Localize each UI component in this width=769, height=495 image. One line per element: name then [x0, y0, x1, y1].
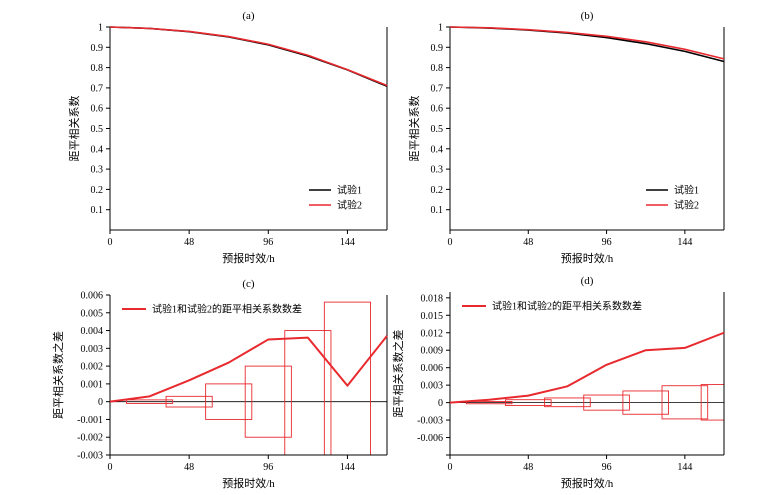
panel-d-y-tick-label: 0.006 — [421, 363, 444, 374]
panel-b-y-tick-label: 0.6 — [431, 104, 444, 115]
panel-b-legend-label: 试验2 — [674, 199, 699, 212]
panel-d-range-box — [544, 397, 591, 408]
panel-b-y-tick-label: 0.3 — [431, 165, 444, 176]
panel-a: (a) 0 48 96 144 0.1 0.2 0.3 0.4 0.5 0.6 0.7 0.8 0.9 1 预… — [67, 10, 388, 265]
panel-c-y-tick-label: -0.003 — [77, 451, 103, 462]
panel-d-y-tick-label: -0.003 — [417, 416, 443, 427]
panel-d: (d) 0 48 96 144 -0.006 -0.003 0 0.003 0.006 0.009 0… — [391, 275, 725, 490]
panel-b-series-line-1 — [449, 26, 725, 63]
panel-c-x-tick-label: 48 — [184, 462, 194, 473]
panel-d-x-tick-label: 144 — [677, 462, 692, 473]
panel-a-y-tick-label: 0.1 — [91, 205, 104, 216]
panel-b-y-tick-label: 1 — [438, 23, 443, 34]
panel-c-y-tick-label: 0.004 — [81, 326, 104, 337]
panel-c-y-tick-label: 0.005 — [81, 308, 104, 319]
panel-b-y-tick-label: 0.8 — [431, 63, 444, 74]
panel-c-x-axis-label: 预报时效/h — [222, 476, 275, 490]
panel-c-range-box — [244, 365, 292, 438]
panel-d-y-tick-label: 0.018 — [421, 293, 444, 304]
panel-d-range-box — [505, 399, 552, 406]
panel-b-x-tick-label: 0 — [448, 237, 453, 248]
panel-a-series-line-2 — [109, 26, 388, 87]
panel-a-y-tick-label: 0.6 — [91, 104, 104, 115]
panel-d-y-tick-label: 0 — [438, 398, 443, 409]
panel-c-y-tick-label: -0.002 — [77, 433, 103, 444]
panel-c-y-tick-label: -0.001 — [77, 415, 103, 426]
panel-b-series-line-2 — [449, 26, 725, 60]
panel-a-y-tick-label: 0.9 — [91, 43, 104, 54]
panel-d-y-tick-label: 0.009 — [421, 346, 444, 357]
panel-c-y-axis-label: 距平相关系数之差 — [51, 331, 65, 419]
panel-c-x-tick-label: 0 — [108, 462, 113, 473]
panel-b-x-axis-label: 预报时效/h — [561, 251, 614, 265]
panel-b: (b) 0 48 96 144 0.1 0.2 0.3 0.4 0.5 0.6 0.7 0.8 0.9 1 预… — [407, 10, 725, 265]
panel-d-y-axis-label: 距平相关系数之差 — [391, 330, 405, 418]
panel-d-y-tick-label: 0.012 — [421, 328, 444, 339]
panel-b-y-tick-label: 0.1 — [431, 205, 444, 216]
panel-c-y-tick-label: 0.006 — [81, 291, 104, 302]
panel-a-legend-label: 试验1 — [337, 184, 362, 197]
panel-d-series-line-1 — [449, 331, 725, 404]
panel-c-range-box — [165, 395, 213, 408]
panel-a-y-tick-label: 0.2 — [91, 185, 104, 196]
panel-d-x-axis-label: 预报时效/h — [561, 476, 614, 490]
panel-d-y-tick-label: 0.015 — [421, 311, 444, 322]
panel-b-x-tick-label: 48 — [523, 237, 533, 248]
panel-c-y-tick-label: 0.001 — [81, 379, 104, 390]
panel-a-y-tick-label: 0.8 — [91, 63, 104, 74]
panel-c-series-line-1 — [109, 335, 388, 403]
panel-a-x-tick-label: 144 — [340, 237, 355, 248]
panel-b-legend-label: 试验1 — [674, 184, 699, 197]
panel-d-x-tick-label: 48 — [523, 462, 533, 473]
panel-c-y-tick-label: 0 — [98, 397, 103, 408]
panel-c-y-tick-label: 0.002 — [81, 362, 104, 373]
panel-b-y-tick-label: 0.5 — [431, 124, 444, 135]
panel-d-title: (d) — [581, 275, 594, 287]
panel-b-title: (b) — [581, 10, 594, 22]
panel-a-title: (a) — [242, 10, 255, 22]
panel-a-series-line-1 — [109, 26, 388, 88]
panel-d-range-box — [622, 390, 669, 415]
panel-a-y-tick-label: 0.3 — [91, 165, 104, 176]
panel-a-x-tick-label: 48 — [184, 237, 194, 248]
panel-c-x-tick-label: 144 — [340, 462, 355, 473]
panel-d-legend-label: 试验1和试验2的距平相关系数数差 — [492, 300, 642, 313]
panel-d-range-box — [465, 400, 513, 405]
panel-c-legend-label: 试验1和试验2的距平相关系数数差 — [152, 303, 302, 316]
panel-c: (c) 0 48 96 144 -0.003 -0.002 -0.001 0 0.001 0.002… — [51, 278, 388, 490]
panel-d-x-tick-label: 0 — [448, 462, 453, 473]
panel-b-y-tick-label: 0.2 — [431, 185, 444, 196]
panel-a-y-tick-label: 0.4 — [91, 144, 104, 155]
panel-b-x-tick-label: 144 — [677, 237, 692, 248]
panel-c-y-tick-label: 0.003 — [81, 344, 104, 355]
panel-b-x-tick-label: 96 — [602, 237, 612, 248]
panel-d-x-tick-label: 96 — [602, 462, 612, 473]
panel-a-x-axis-label: 预报时效/h — [222, 251, 275, 265]
panel-d-y-tick-label: 0.003 — [421, 381, 444, 392]
panel-d-range-box — [583, 394, 630, 411]
panel-b-y-tick-label: 0.7 — [431, 83, 444, 94]
panel-d-range-box — [661, 385, 709, 420]
panel-a-y-axis-label: 距平相关系数 — [67, 96, 81, 162]
panel-a-y-tick-label: 0.7 — [91, 83, 104, 94]
panel-a-x-tick-label: 96 — [263, 237, 273, 248]
panel-a-y-tick-label: 0.5 — [91, 124, 104, 135]
panel-d-y-tick-label: -0.006 — [417, 433, 443, 444]
panel-b-y-tick-label: 0.9 — [431, 43, 444, 54]
panel-a-y-tick-label: 1 — [98, 23, 103, 34]
panel-c-range-box — [126, 399, 174, 404]
panel-a-legend-label: 试验2 — [337, 199, 362, 212]
panel-b-y-axis-label: 距平相关系数 — [407, 96, 421, 162]
panel-a-x-tick-label: 0 — [108, 237, 113, 248]
panel-c-range-box — [205, 383, 253, 420]
panel-c-x-tick-label: 96 — [263, 462, 273, 473]
panel-b-y-tick-label: 0.4 — [431, 144, 444, 155]
panel-c-title: (c) — [242, 278, 255, 290]
